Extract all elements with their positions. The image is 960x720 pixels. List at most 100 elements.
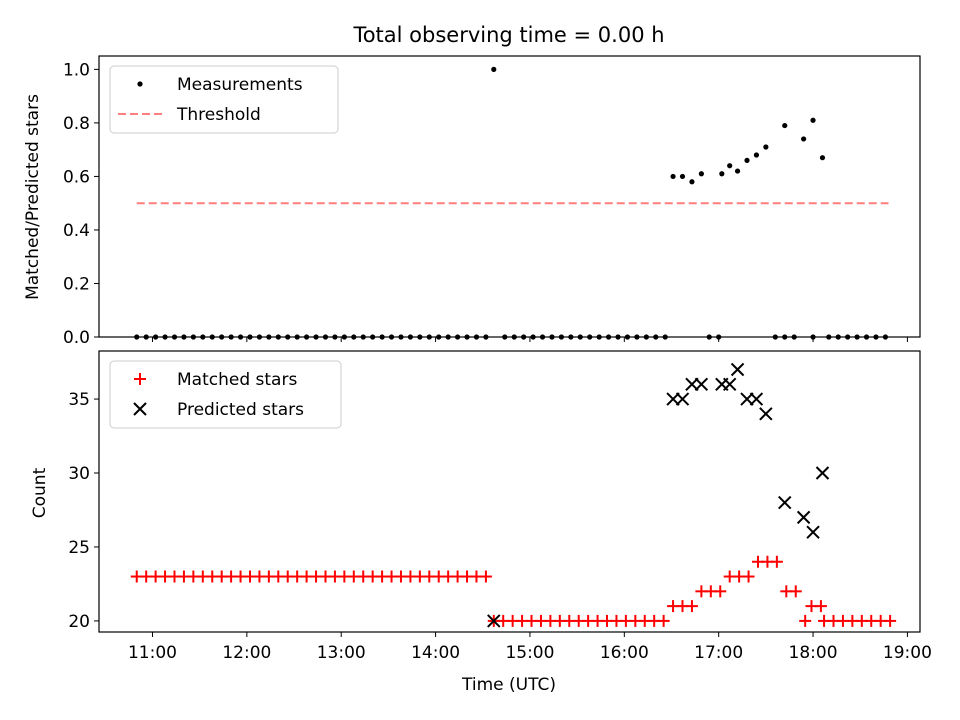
predicted-star-point [666,392,680,406]
top-legend-box [109,65,339,134]
measurement-point [190,334,196,340]
xtick-label: 18:00 [789,643,838,663]
predicted-star-point [740,392,754,406]
measurement-point [247,334,253,340]
measurement-point [763,144,769,150]
measurement-point [521,334,527,340]
matched-star-point [742,570,755,583]
top-ytick-label: 0.6 [63,167,90,187]
predicted-star-point [796,510,811,525]
measurement-point [464,334,470,340]
legend-predicted-marker [133,402,147,416]
measurement-point [360,334,366,340]
measurement-point [801,136,807,142]
predicted-star-point [487,614,501,628]
measurement-point [662,334,668,340]
measurement-point [426,334,432,340]
measurement-point [237,334,244,340]
bottom-legend-box [109,360,342,429]
measurement-point [407,334,414,340]
measurement-point [530,334,536,340]
predicted-star-point [749,392,764,406]
measurement-point [782,334,788,340]
bottom-legend: Matched stars Predicted stars [109,360,342,429]
measurement-point [313,334,319,340]
matched-star-point [799,614,812,627]
measurement-point [388,334,395,340]
measurement-point [558,334,565,340]
measurement-point [882,334,888,340]
measurement-point [845,334,851,340]
measurement-point [181,334,187,340]
measurement-point [782,122,788,129]
matched-star-point [685,600,698,613]
measurement-point [322,334,329,340]
chart-xlabel: Time (UTC) [461,675,556,695]
matched-star-point [714,585,727,598]
measurement-point [819,155,826,161]
measurement-point [615,334,621,340]
measurement-point [417,334,423,340]
legend-measurements-marker [137,81,143,87]
measurement-point [162,334,168,340]
top-ytick-label: 0.0 [63,328,90,348]
xtick-label: 14:00 [411,643,460,663]
measurement-point [863,334,870,340]
measurement-point [698,171,704,177]
measurement-point [219,334,225,340]
measurement-point [445,334,451,340]
measurement-point [304,334,310,340]
legend-matched-label: Matched stars [177,370,297,390]
measurement-point [351,334,357,340]
legend-predicted-label: Predicted stars [177,400,304,420]
measurement-point [568,334,574,340]
xtick-label: 19:00 [883,643,932,663]
measurement-point [539,334,546,340]
top-marks [134,66,889,340]
bottom-axes: 11:00 12:00 13:00 14:00 15:00 16:00 17:00 18:00… [30,350,932,663]
measurement-point [398,334,404,340]
top-ticks: 0.0 0.2 0.4 0.6 0.8 1.0 [63,60,908,348]
measurement-point [791,334,797,340]
measurement-point [266,334,272,340]
xtick-label: 11:00 [128,643,177,663]
measurement-point [716,334,722,340]
xtick-label: 16:00 [600,643,649,663]
measurement-point [275,334,281,340]
measurement-point [689,179,695,185]
measurement-point [624,334,631,340]
predicted-star-point [759,407,773,421]
top-ytick-label: 0.8 [63,114,90,134]
top-ytick-label: 0.4 [63,221,90,241]
predicted-star-point [806,525,820,539]
matched-star-point [814,600,827,613]
measurement-point [744,157,750,163]
measurement-point [473,334,480,340]
bottom-axes-frame [98,350,921,633]
measurement-point [549,334,555,340]
measurement-point [171,334,178,340]
legend-threshold-label: Threshold [176,105,261,125]
predicted-star-point [685,377,699,391]
predicted-star-point [730,362,745,377]
matched-star-point [479,570,492,583]
measurement-point [727,163,733,169]
measurement-point [587,334,593,340]
measurement-point [854,334,860,340]
measurement-point [643,334,649,340]
measurement-point [826,334,832,340]
measurement-point [134,334,140,340]
measurement-point [772,334,778,340]
measurement-point [753,152,760,158]
legend-measurements-label: Measurements [177,75,303,95]
bottom-ytick-label: 30 [68,464,90,484]
predicted-star-point [778,495,792,510]
measurement-point [332,334,338,340]
top-ylabel: Matched/Predicted stars [23,94,43,300]
xtick-label: 15:00 [505,643,554,663]
measurement-point [577,334,583,340]
measurement-point [734,168,741,174]
measurement-point [634,334,640,340]
measurement-point [143,334,149,340]
measurement-point [209,334,215,340]
